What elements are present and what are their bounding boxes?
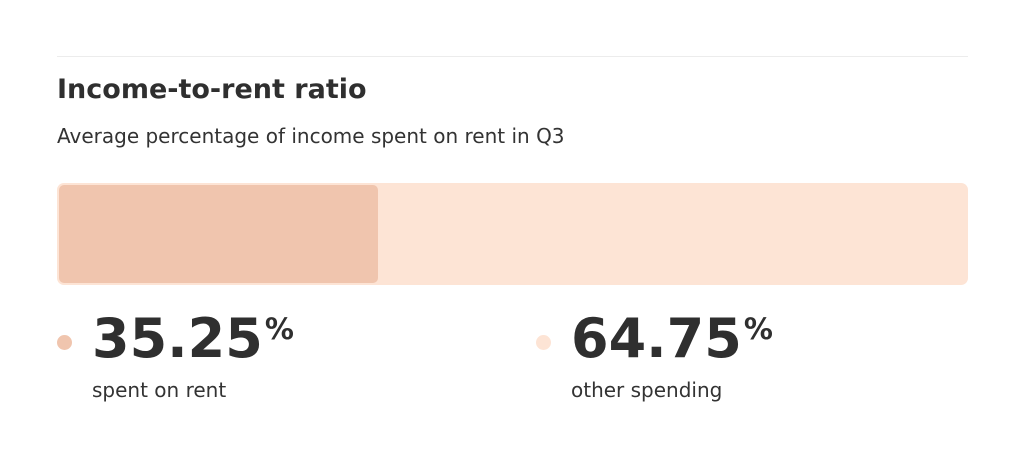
rent-label: spent on rent (92, 378, 227, 402)
other-percent-sign: % (743, 312, 773, 346)
other-percentage: 64.75% (571, 305, 773, 373)
rent-percentage: 35.25% (92, 305, 294, 373)
chart-subtitle: Average percentage of income spent on re… (57, 124, 565, 148)
top-divider (57, 56, 968, 57)
bar-segment-rent (59, 185, 378, 283)
chart-title: Income-to-rent ratio (57, 74, 367, 105)
rent-percent-sign: % (264, 312, 294, 346)
rent-value-text: 35.25 (92, 307, 263, 370)
other-label: other spending (571, 378, 723, 402)
other-legend-dot (536, 335, 551, 350)
stacked-bar (57, 183, 968, 285)
rent-legend-dot (57, 335, 72, 350)
other-value-text: 64.75 (571, 307, 742, 370)
